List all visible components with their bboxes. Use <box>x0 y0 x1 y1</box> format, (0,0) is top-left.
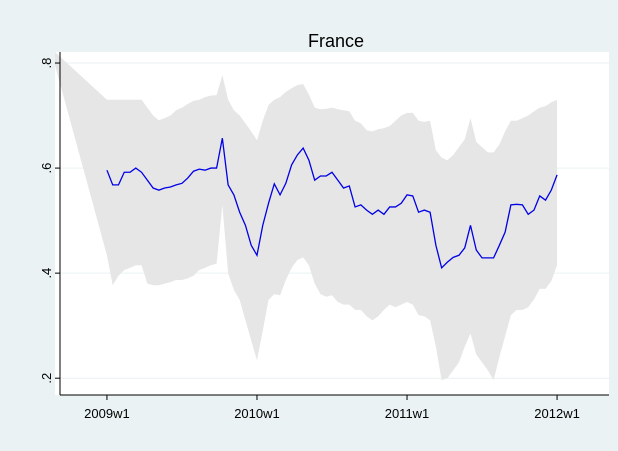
x-tick-label: 2012w1 <box>534 406 580 421</box>
line <box>106 138 558 270</box>
y-tick-label: .4 <box>39 268 54 279</box>
x-tick-label: 2009w1 <box>84 406 130 421</box>
y-tick-label: .8 <box>39 58 54 69</box>
y-tick-label: .6 <box>39 163 54 174</box>
x-tick-label: 2010w1 <box>234 406 280 421</box>
y-tick-label: .2 <box>39 373 54 384</box>
chart-title: France <box>308 31 364 51</box>
confidence-band <box>55 52 558 381</box>
x-tick-label: 2011w1 <box>385 406 430 421</box>
